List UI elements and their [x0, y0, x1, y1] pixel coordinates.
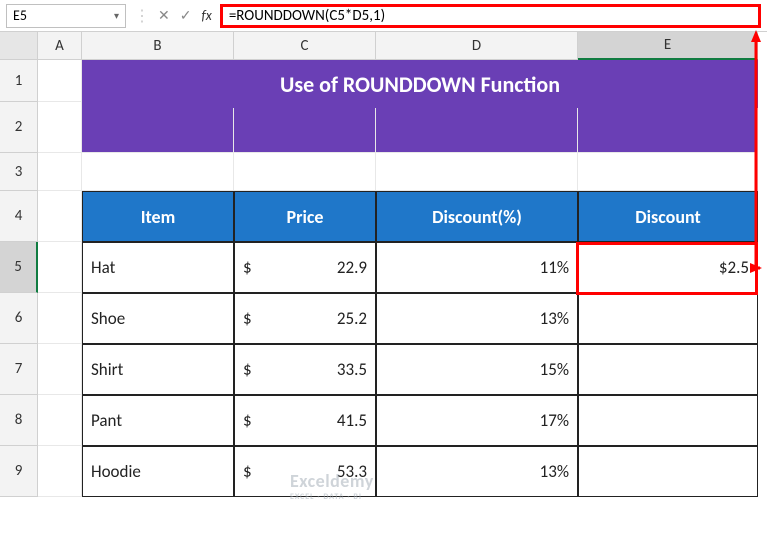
price-value: 33.5 — [337, 359, 367, 380]
row-3: 3 — [0, 153, 767, 191]
cell-D6-pct[interactable]: 13% — [376, 293, 578, 344]
cell-E2[interactable] — [578, 102, 758, 153]
col-header-E[interactable]: E — [578, 32, 758, 60]
row-header-5[interactable]: 5 — [0, 242, 38, 293]
cell-B9-item[interactable]: Hoodie — [82, 446, 234, 497]
row-header-8[interactable]: 8 — [0, 395, 38, 446]
price-value: 41.5 — [337, 410, 367, 431]
cell-A1[interactable] — [38, 60, 82, 102]
cell-C8-price[interactable]: $41.5 — [234, 395, 376, 446]
cell-A2[interactable] — [38, 102, 82, 153]
row-5: 5 Hat $22.9 11% $2.5 — [0, 242, 767, 293]
cell-C5-price[interactable]: $22.9 — [234, 242, 376, 293]
cell-C7-price[interactable]: $33.5 — [234, 344, 376, 395]
formula-text: =ROUNDDOWN(C5*D5,1) — [229, 7, 385, 25]
row-header-6[interactable]: 6 — [0, 293, 38, 344]
cell-D4-header-discountpct[interactable]: Discount(%) — [376, 191, 578, 242]
row-9: 9 Hoodie $53.3 13% — [0, 446, 767, 497]
cell-A9[interactable] — [38, 446, 82, 497]
cell-C3[interactable] — [234, 153, 376, 191]
col-header-D[interactable]: D — [376, 32, 578, 60]
cell-E3[interactable] — [578, 153, 758, 191]
formula-input[interactable]: =ROUNDDOWN(C5*D5,1) — [220, 4, 761, 28]
name-box[interactable]: E5 ▾ — [6, 4, 126, 28]
cell-D5-pct[interactable]: 11% — [376, 242, 578, 293]
watermark-sub: EXCEL · DATA · BI — [290, 492, 374, 502]
rows: 1 2 3 4 Item Price — [0, 60, 767, 497]
col-header-C[interactable]: C — [234, 32, 376, 60]
title-banner: Use of ROUNDDOWN Function — [82, 60, 758, 108]
chevron-down-icon[interactable]: ▾ — [114, 9, 119, 22]
currency-symbol: $ — [243, 410, 252, 431]
cell-D9-pct[interactable]: 13% — [376, 446, 578, 497]
cell-D8-pct[interactable]: 17% — [376, 395, 578, 446]
price-value: 25.2 — [337, 308, 367, 329]
title-text: Use of ROUNDDOWN Function — [280, 71, 560, 98]
cell-C2[interactable] — [234, 102, 376, 153]
cell-C4-header-price[interactable]: Price — [234, 191, 376, 242]
row-header-2[interactable]: 2 — [0, 102, 38, 153]
currency-symbol: $ — [243, 359, 252, 380]
cancel-icon[interactable]: ✕ — [158, 7, 170, 24]
cell-A5[interactable] — [38, 242, 82, 293]
cell-B8-item[interactable]: Pant — [82, 395, 234, 446]
cell-E5-discount[interactable]: $2.5 — [578, 242, 758, 293]
cell-B5-item[interactable]: Hat — [82, 242, 234, 293]
separator: ⋮ — [134, 6, 150, 26]
cell-B4-header-item[interactable]: Item — [82, 191, 234, 242]
cell-B2[interactable] — [82, 102, 234, 153]
cell-B7-item[interactable]: Shirt — [82, 344, 234, 395]
col-header-B[interactable]: B — [82, 32, 234, 60]
row-header-3[interactable]: 3 — [0, 153, 38, 191]
cell-E9-discount[interactable] — [578, 446, 758, 497]
row-header-1[interactable]: 1 — [0, 60, 38, 102]
cell-A8[interactable] — [38, 395, 82, 446]
row-header-4[interactable]: 4 — [0, 191, 38, 242]
name-box-value: E5 — [13, 7, 27, 24]
currency-symbol: $ — [243, 461, 252, 482]
formula-bar: E5 ▾ ⋮ ✕ ✓ fx =ROUNDDOWN(C5*D5,1) — [0, 0, 767, 32]
cell-D2[interactable] — [376, 102, 578, 153]
cell-B3[interactable] — [82, 153, 234, 191]
column-headers: A B C D E — [0, 32, 767, 60]
row-2: 2 — [0, 102, 767, 153]
cell-D3[interactable] — [376, 153, 578, 191]
cell-A3[interactable] — [38, 153, 82, 191]
watermark: Exceldemy EXCEL · DATA · BI — [290, 470, 374, 502]
cell-E6-discount[interactable] — [578, 293, 758, 344]
cell-C6-price[interactable]: $25.2 — [234, 293, 376, 344]
cell-A4[interactable] — [38, 191, 82, 242]
cell-A7[interactable] — [38, 344, 82, 395]
row-6: 6 Shoe $25.2 13% — [0, 293, 767, 344]
row-7: 7 Shirt $33.5 15% — [0, 344, 767, 395]
cell-E8-discount[interactable] — [578, 395, 758, 446]
fx-icon[interactable]: fx — [201, 7, 211, 24]
cell-D7-pct[interactable]: 15% — [376, 344, 578, 395]
cell-A6[interactable] — [38, 293, 82, 344]
currency-symbol: $ — [243, 308, 252, 329]
price-value: 22.9 — [337, 257, 367, 278]
cell-E7-discount[interactable] — [578, 344, 758, 395]
watermark-main: Exceldemy — [290, 470, 374, 492]
row-8: 8 Pant $41.5 17% — [0, 395, 767, 446]
formula-bar-icons: ✕ ✓ fx — [158, 7, 212, 24]
select-all-corner[interactable] — [0, 32, 38, 60]
accept-icon[interactable]: ✓ — [180, 7, 192, 24]
row-header-7[interactable]: 7 — [0, 344, 38, 395]
cell-E4-header-discount[interactable]: Discount — [578, 191, 758, 242]
row-4: 4 Item Price Discount(%) Discount — [0, 191, 767, 242]
row-header-9[interactable]: 9 — [0, 446, 38, 497]
currency-symbol: $ — [243, 257, 252, 278]
cell-B6-item[interactable]: Shoe — [82, 293, 234, 344]
col-header-A[interactable]: A — [38, 32, 82, 60]
